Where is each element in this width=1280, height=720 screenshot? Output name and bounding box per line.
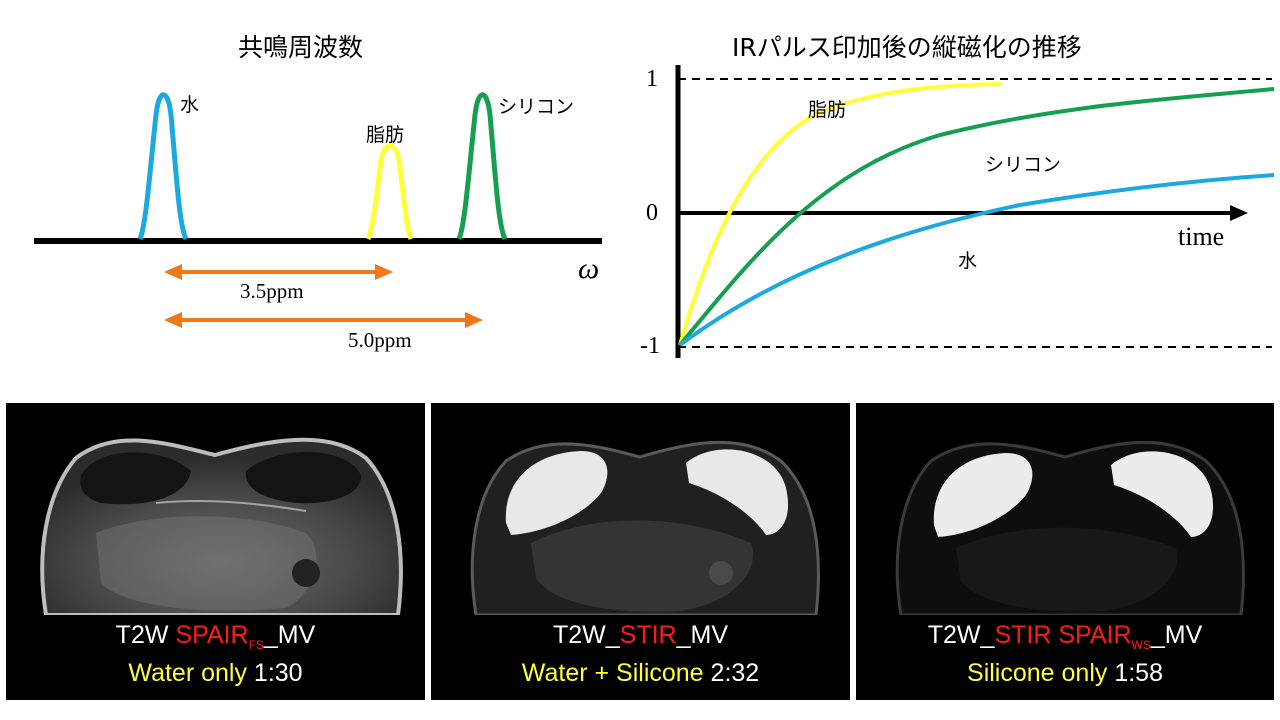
- fat-peak-label: 脂肪: [366, 124, 405, 146]
- silicone-curve: [678, 87, 1275, 347]
- omega-axis-label: ω: [578, 252, 600, 285]
- time-axis-arrowhead: [1230, 205, 1248, 221]
- tick-zero: 0: [646, 200, 658, 226]
- arrow-5-0ppm-label: 5.0ppm: [348, 328, 412, 352]
- fat-peak: [365, 143, 414, 241]
- silicone-peak: [456, 92, 508, 241]
- silicone-peak-label: シリコン: [498, 96, 575, 118]
- arrow-5-0ppm: [164, 312, 483, 328]
- mri-panel-stir: T2W_STIR_MV Water + Silicone 2:32: [431, 403, 850, 700]
- time-axis-label: time: [1178, 222, 1225, 251]
- fat-curve-label: 脂肪: [808, 99, 847, 121]
- mri-scan-image: [40, 437, 403, 615]
- panel-3-sequence: T2W_STIR SPAIRWS_MV: [927, 621, 1203, 652]
- ir-recovery-title: IRパルス印加後の縦磁化の推移: [732, 33, 1082, 62]
- panel-1-sequence: T2W SPAIRFS_MV: [115, 621, 316, 652]
- water-curve: [678, 173, 1275, 347]
- ir-recovery-diagram: [675, 65, 1275, 358]
- mri-scan-image: [895, 440, 1245, 615]
- fat-curve: [678, 82, 1003, 346]
- silicone-curve-label: シリコン: [985, 154, 1062, 176]
- panel-3-description: Silicone only 1:58: [967, 659, 1163, 687]
- water-peak: [137, 92, 189, 241]
- water-peak-label: 水: [180, 94, 200, 116]
- panel-2-description: Water + Silicone 2:32: [521, 659, 760, 687]
- resonance-diagram: [34, 92, 602, 328]
- panel-1-description: Water only 1:30: [128, 659, 303, 687]
- arrow-3-5ppm: [164, 264, 393, 280]
- resonance-title: 共鳴周波数: [238, 33, 364, 62]
- tick-minus-one: -1: [640, 333, 660, 359]
- mri-scan-image: [470, 440, 820, 615]
- mri-panel-stir-spair-ws: T2W_STIR SPAIRWS_MV Silicone only 1:58: [856, 403, 1274, 700]
- arrow-3-5ppm-label: 3.5ppm: [240, 279, 304, 303]
- panel-2-sequence: T2W_STIR_MV: [552, 621, 729, 649]
- tick-plus-one: 1: [646, 66, 658, 92]
- mri-panel-spair-fs: T2W SPAIRFS_MV Water only 1:30: [6, 403, 425, 700]
- water-curve-label: 水: [958, 250, 978, 272]
